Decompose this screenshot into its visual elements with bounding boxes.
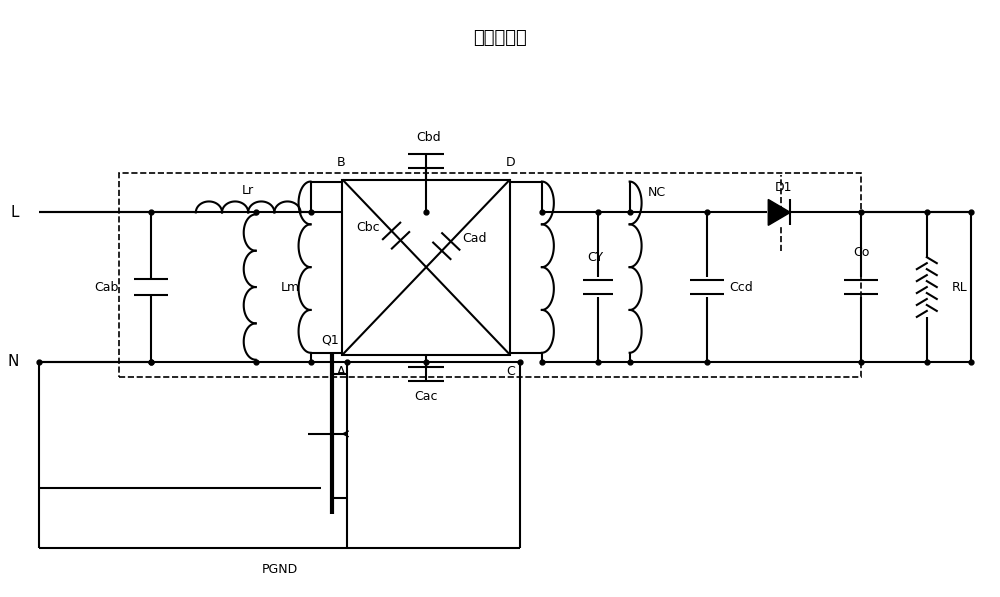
Text: N: N (8, 354, 19, 369)
Text: D1: D1 (774, 181, 792, 194)
Text: D: D (506, 156, 516, 169)
Text: RL: RL (952, 281, 967, 294)
Text: Co: Co (853, 246, 869, 259)
Text: B: B (337, 156, 346, 169)
Text: Cbc: Cbc (356, 221, 380, 234)
Text: C: C (507, 365, 515, 378)
Text: NC: NC (648, 186, 666, 199)
Text: Cab: Cab (95, 281, 119, 294)
Bar (119, 173, 861, 377)
Text: Cac: Cac (414, 390, 438, 403)
Text: Cad: Cad (462, 232, 486, 245)
Polygon shape (768, 199, 790, 225)
Text: L: L (11, 205, 19, 220)
Text: Ccd: Ccd (729, 281, 753, 294)
Text: Q1: Q1 (322, 333, 339, 346)
Bar (342, 180, 510, 355)
Text: CY: CY (588, 251, 604, 264)
Text: Cbd: Cbd (416, 131, 441, 144)
Text: PGND: PGND (261, 563, 298, 576)
Text: A: A (337, 365, 346, 378)
Text: Lr: Lr (242, 184, 254, 197)
Text: 平面变压器: 平面变压器 (473, 29, 527, 47)
Text: Lm: Lm (281, 281, 300, 294)
